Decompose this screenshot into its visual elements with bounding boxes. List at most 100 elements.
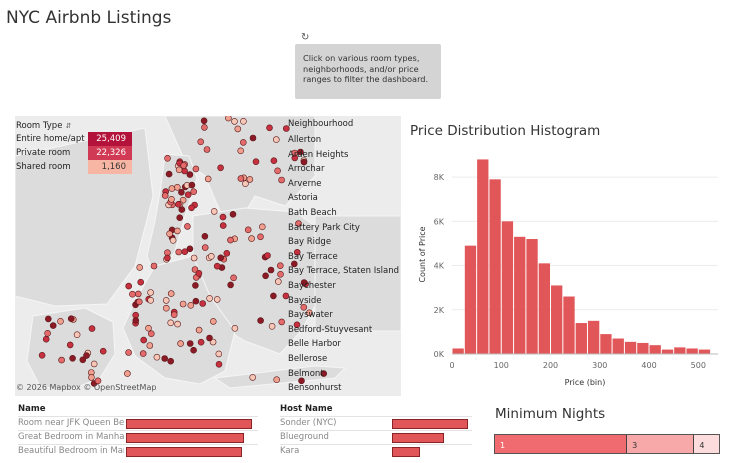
listing-dot[interactable] — [94, 377, 102, 385]
listing-dot[interactable] — [44, 330, 51, 337]
listing-dot[interactable] — [153, 353, 161, 361]
histogram-canvas[interactable]: 0K 2K 4K 6K 8K 0 100 200 300 400 500 Price (bin) Cou… — [410, 145, 725, 395]
map-canvas[interactable] — [15, 116, 401, 396]
listing-dot[interactable] — [186, 245, 194, 253]
listing-dot[interactable] — [203, 146, 211, 153]
table-row-bar[interactable] — [392, 447, 421, 457]
histogram-bar[interactable] — [526, 239, 538, 354]
neighbourhood-item[interactable]: Bedford-Stuyvesant — [288, 324, 373, 335]
neighbourhood-item[interactable]: Bay Terrace, Staten Island — [288, 266, 399, 277]
listing-dot[interactable] — [234, 125, 242, 133]
listing-dot[interactable] — [219, 222, 227, 229]
listing-dot[interactable] — [38, 352, 46, 359]
listing-dot[interactable] — [240, 139, 247, 146]
min-nights-cell[interactable]: 1 — [495, 435, 628, 453]
listing-dot[interactable] — [57, 318, 64, 325]
listing-dot[interactable] — [229, 211, 237, 218]
listing-dot[interactable] — [270, 292, 277, 300]
listing-dot[interactable] — [274, 278, 282, 285]
listing-dot[interactable] — [298, 377, 305, 385]
listing-dot[interactable] — [150, 262, 158, 270]
listing-dot[interactable] — [179, 300, 187, 308]
listing-dot[interactable] — [166, 230, 173, 238]
listing-dot[interactable] — [178, 189, 185, 196]
listing-dot[interactable] — [264, 252, 271, 259]
listing-dot[interactable] — [191, 266, 199, 273]
histogram-bar[interactable] — [514, 236, 526, 354]
listing-dot[interactable] — [290, 260, 298, 268]
listing-dot[interactable] — [168, 196, 175, 203]
histogram-bar[interactable] — [661, 349, 674, 354]
table-row-bar[interactable] — [392, 419, 468, 429]
listing-dot[interactable] — [276, 262, 284, 269]
listing-dot[interactable] — [168, 185, 176, 192]
listing-dot[interactable] — [240, 118, 247, 125]
refresh-icon[interactable]: ↻ — [301, 32, 310, 43]
listing-dot[interactable] — [195, 326, 203, 334]
listing-dot[interactable] — [242, 180, 249, 187]
histogram-bar[interactable] — [686, 348, 698, 354]
table-row[interactable]: Room near JFK Queen Bed — [18, 416, 258, 430]
listing-dot[interactable] — [266, 124, 273, 132]
listing-dot[interactable] — [73, 331, 81, 338]
neighbourhood-item[interactable]: Belle Harbor — [288, 339, 341, 350]
listing-dot[interactable] — [188, 181, 196, 189]
neighbourhood-item[interactable]: Bellerose — [288, 353, 328, 364]
listing-dot[interactable] — [257, 317, 264, 324]
listing-dot[interactable] — [176, 214, 183, 221]
listing-dot[interactable] — [181, 167, 188, 175]
listing-dot[interactable] — [278, 176, 285, 184]
table-row-bar[interactable] — [392, 433, 445, 443]
listing-dot[interactable] — [175, 248, 182, 256]
listing-dot[interactable] — [174, 227, 181, 235]
listing-dot[interactable] — [248, 235, 255, 242]
listing-dot[interactable] — [186, 171, 194, 178]
listing-dot[interactable] — [230, 274, 237, 282]
listing-dot[interactable] — [167, 357, 174, 365]
listing-dot[interactable] — [190, 188, 197, 195]
neighbourhood-item[interactable]: Bayside — [288, 295, 322, 306]
listing-dot[interactable] — [190, 346, 197, 354]
listing-dot[interactable] — [175, 166, 183, 174]
table-row-bar[interactable] — [126, 447, 242, 457]
neighbourhood-item[interactable]: Baychester — [288, 280, 336, 291]
listing-dot[interactable] — [210, 318, 217, 325]
listing-dot[interactable] — [249, 134, 257, 142]
listing-dot[interactable] — [83, 352, 90, 359]
price-histogram[interactable]: 0K 2K 4K 6K 8K 0 100 200 300 400 500 Price (bin) Cou… — [410, 145, 725, 399]
listing-dot[interactable] — [195, 270, 203, 277]
listing-dot[interactable] — [293, 249, 301, 256]
listing-dot[interactable] — [297, 148, 304, 156]
listing-dot[interactable] — [231, 325, 239, 332]
listing-dot[interactable] — [162, 297, 170, 304]
histogram-bar[interactable] — [649, 345, 661, 354]
listing-dot[interactable] — [165, 170, 173, 178]
listing-dot[interactable] — [175, 201, 182, 208]
listing-dot[interactable] — [192, 165, 200, 173]
listing-dot[interactable] — [244, 226, 252, 234]
listing-dot[interactable] — [49, 322, 57, 329]
listing-dot[interactable] — [79, 356, 87, 364]
listing-dot[interactable] — [136, 264, 143, 271]
listing-dot[interactable] — [293, 321, 301, 329]
listing-dot[interactable] — [282, 125, 290, 132]
listing-dot[interactable] — [88, 325, 96, 332]
room-type-row[interactable]: Private room 22,326 — [16, 146, 138, 160]
listing-dot[interactable] — [237, 175, 245, 182]
table-row-bar[interactable] — [126, 433, 245, 443]
listing-dot[interactable] — [140, 336, 147, 344]
listings-map[interactable] — [15, 116, 401, 396]
listing-dot[interactable] — [125, 282, 132, 290]
neighbourhood-item[interactable]: Allerton — [288, 135, 322, 145]
neighbourhood-item[interactable]: Arden Heights — [288, 149, 349, 160]
listing-dot[interactable] — [187, 302, 195, 309]
listing-dot[interactable] — [225, 116, 232, 122]
listing-dot[interactable] — [295, 220, 302, 227]
listing-dot[interactable] — [259, 223, 266, 231]
listing-dot[interactable] — [204, 175, 212, 183]
listing-dot[interactable] — [210, 208, 218, 215]
histogram-bar[interactable] — [489, 179, 501, 354]
listing-dot[interactable] — [161, 355, 168, 362]
listing-dot[interactable] — [174, 184, 181, 191]
neighbourhood-item[interactable]: Bayswater — [288, 310, 333, 321]
